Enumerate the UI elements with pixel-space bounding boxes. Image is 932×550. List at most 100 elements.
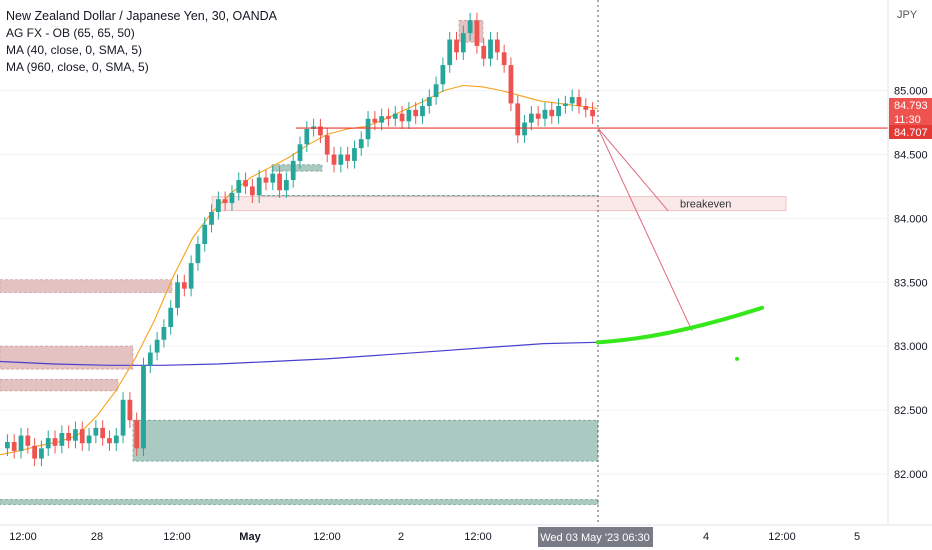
candle bbox=[535, 113, 541, 119]
candle bbox=[107, 438, 112, 444]
projection-dot bbox=[735, 356, 739, 361]
candle bbox=[52, 438, 58, 446]
candle bbox=[154, 339, 160, 353]
candle bbox=[542, 109, 548, 119]
candle bbox=[447, 39, 453, 66]
price-tick-label: 82.000 bbox=[894, 469, 928, 481]
candle bbox=[32, 445, 38, 459]
cursor-time-bg bbox=[538, 527, 653, 547]
candle bbox=[358, 139, 364, 149]
breakeven-label: breakeven bbox=[680, 199, 731, 211]
candle bbox=[59, 433, 65, 446]
time-tick-label: 28 bbox=[91, 531, 103, 543]
bearish-order-block bbox=[0, 279, 173, 293]
projection-arrow-1 bbox=[597, 127, 669, 212]
candle bbox=[66, 433, 72, 441]
candle bbox=[399, 113, 405, 122]
symbol-title[interactable]: New Zealand Dollar / Japanese Yen, 30, O… bbox=[6, 9, 277, 23]
cursor-time-label: Wed 03 May '23 06:30 bbox=[540, 532, 650, 544]
candle bbox=[209, 212, 214, 225]
time-tick-label: 12:00 bbox=[163, 531, 191, 543]
time-tick-label: May bbox=[239, 531, 261, 543]
time-tick-label: 4 bbox=[703, 531, 709, 543]
indicator-ob[interactable]: AG FX - OB (65, 65, 50) bbox=[6, 26, 135, 40]
candle bbox=[324, 135, 330, 155]
candle bbox=[345, 154, 351, 161]
candle bbox=[113, 435, 119, 444]
time-tick-label: 2 bbox=[398, 531, 404, 543]
candle bbox=[331, 154, 337, 165]
ma960-path bbox=[0, 341, 599, 366]
candle bbox=[515, 103, 521, 136]
bullish-order-block bbox=[0, 499, 599, 505]
candle bbox=[460, 33, 466, 53]
candle bbox=[440, 65, 446, 85]
candle bbox=[236, 180, 242, 193]
price-tag-countdown: 11:30 bbox=[894, 114, 921, 126]
candle bbox=[134, 420, 140, 449]
candle bbox=[181, 282, 187, 289]
ma40-path bbox=[0, 84, 599, 456]
candle bbox=[501, 52, 507, 66]
candle bbox=[406, 109, 412, 122]
candle bbox=[392, 113, 398, 119]
candle bbox=[222, 199, 228, 204]
bearish-order-block bbox=[0, 379, 119, 392]
candle bbox=[528, 113, 534, 123]
candle bbox=[45, 438, 51, 449]
candle bbox=[11, 441, 17, 451]
candle bbox=[202, 224, 208, 244]
order-blocks: breakeven bbox=[0, 20, 787, 505]
candle bbox=[73, 429, 78, 441]
candle bbox=[175, 282, 180, 308]
time-tick-label: 12:00 bbox=[464, 531, 492, 543]
breakeven-box bbox=[211, 196, 787, 212]
candle bbox=[25, 435, 31, 446]
candle bbox=[120, 399, 126, 436]
candle bbox=[127, 399, 133, 421]
bullish-order-block bbox=[271, 164, 323, 172]
candle bbox=[284, 180, 289, 191]
candle bbox=[413, 109, 419, 117]
candle bbox=[433, 84, 439, 98]
candle bbox=[290, 160, 296, 181]
candle bbox=[188, 263, 194, 289]
candle bbox=[386, 116, 391, 119]
candle bbox=[100, 427, 106, 439]
candle bbox=[229, 192, 235, 204]
candle bbox=[215, 199, 221, 213]
price-tick-label: 85.000 bbox=[894, 86, 928, 98]
candle bbox=[297, 144, 303, 161]
ma40-line bbox=[0, 84, 599, 456]
currency-label: JPY bbox=[897, 9, 918, 21]
candle bbox=[141, 365, 146, 449]
candle bbox=[420, 105, 425, 117]
candle bbox=[263, 177, 269, 183]
drawings[interactable] bbox=[296, 0, 888, 525]
candle bbox=[562, 103, 568, 106]
candle bbox=[494, 39, 500, 53]
candle bbox=[338, 154, 344, 165]
price-tag-bg bbox=[889, 98, 932, 112]
candle bbox=[318, 126, 323, 136]
candle bbox=[195, 243, 201, 264]
candle bbox=[488, 39, 493, 59]
price-tick-label: 84.000 bbox=[894, 213, 928, 225]
candle bbox=[583, 105, 589, 110]
price-tag-bg bbox=[889, 125, 932, 139]
price-tick-label: 83.000 bbox=[894, 341, 928, 353]
candle bbox=[277, 173, 282, 191]
candle bbox=[5, 441, 10, 449]
candle bbox=[93, 427, 99, 436]
price-tag-bg bbox=[889, 112, 932, 126]
candle bbox=[365, 118, 371, 140]
indicator-ma960[interactable]: MA (960, close, 0, SMA, 5) bbox=[6, 60, 149, 74]
price-tag-last: 84.793 bbox=[894, 100, 928, 112]
candle bbox=[467, 20, 473, 34]
candle bbox=[549, 109, 555, 117]
chart-legend: New Zealand Dollar / Japanese Yen, 30, O… bbox=[6, 8, 277, 76]
indicator-ma40[interactable]: MA (40, close, 0, SMA, 5) bbox=[6, 43, 143, 57]
bullish-order-block bbox=[132, 419, 599, 462]
candle bbox=[481, 45, 487, 59]
